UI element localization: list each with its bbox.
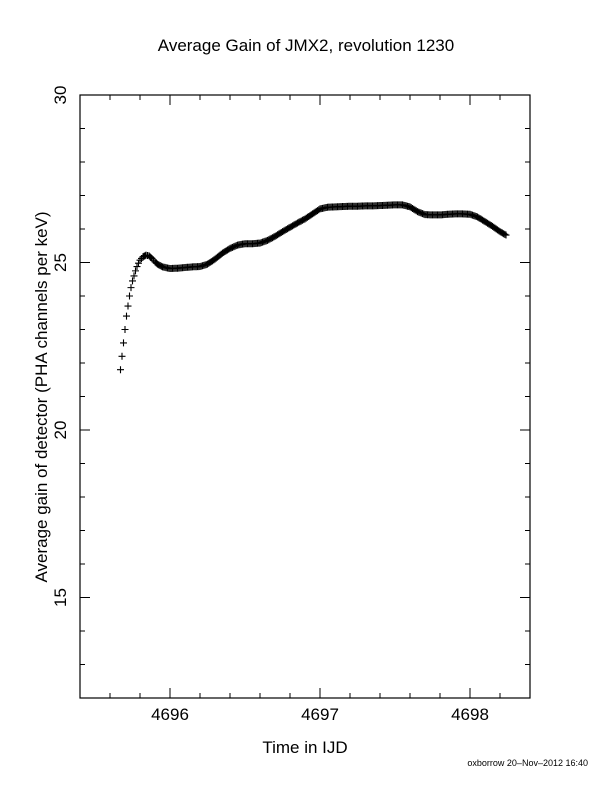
data-point (501, 230, 509, 238)
data-point (126, 292, 133, 300)
tick-labels: 4696 4697 4698 15 20 25 30 (51, 86, 489, 724)
y-tick-label: 25 (51, 253, 70, 272)
data-point (148, 254, 156, 262)
data-point (117, 366, 124, 374)
data-point (132, 267, 139, 275)
data-point (135, 259, 142, 267)
data-point (130, 272, 138, 280)
data-point (120, 339, 127, 347)
data-point (502, 231, 510, 239)
chart-title: Average Gain of JMX2, revolution 1230 (157, 36, 455, 55)
data-point (136, 256, 144, 264)
y-tick-label: 15 (51, 588, 70, 607)
x-tick-label: 4698 (451, 705, 489, 724)
plot-frame (79, 94, 531, 699)
data-series (117, 201, 510, 374)
axis-ticks (79, 94, 531, 699)
data-point (129, 277, 136, 285)
footer-credit: oxborrow 20–Nov–2012 16:40 (467, 758, 588, 768)
y-axis-label: Average gain of detector (PHA channels p… (32, 211, 51, 583)
x-axis-label: Time in IJD (262, 738, 348, 757)
data-point (118, 352, 126, 360)
data-point (127, 284, 135, 292)
data-point (124, 302, 132, 310)
data-point (121, 326, 129, 333)
y-tick-label: 20 (51, 421, 70, 440)
y-tick-label: 30 (51, 86, 70, 105)
x-tick-label: 4697 (301, 705, 339, 724)
data-point (123, 312, 130, 320)
x-tick-label: 4696 (151, 705, 189, 724)
data-point (133, 263, 141, 271)
